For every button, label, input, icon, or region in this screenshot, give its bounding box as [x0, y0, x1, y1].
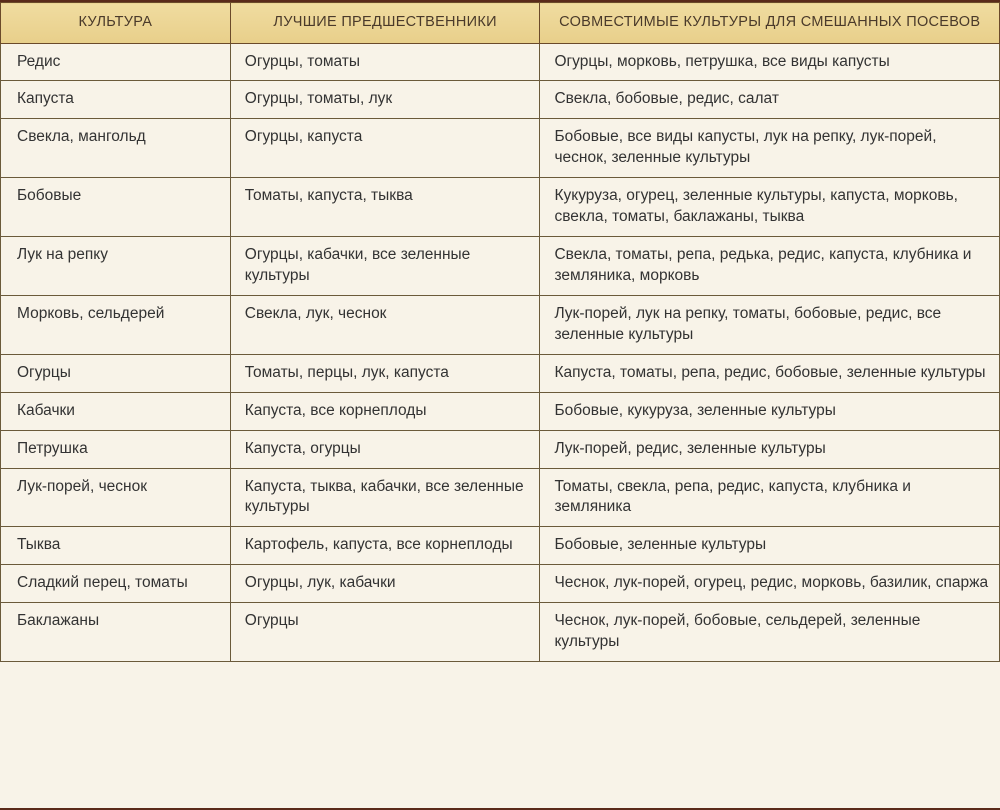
- table-row: Сладкий перец, томаты Огурцы, лук, кабач…: [1, 565, 1000, 603]
- cell-culture: Тыква: [1, 527, 231, 565]
- table-header: КУЛЬТУРА ЛУЧШИЕ ПРЕДШЕСТВЕННИКИ СОВМЕСТИ…: [1, 3, 1000, 44]
- cell-predecessors: Огурцы, кабачки, все зеленные культуры: [230, 237, 540, 296]
- cell-culture: Лук-порей, чеснок: [1, 468, 231, 527]
- cell-predecessors: Огурцы, томаты, лук: [230, 81, 540, 119]
- table-row: Лук-порей, чеснок Капуста, тыква, кабачк…: [1, 468, 1000, 527]
- cell-predecessors: Огурцы, лук, кабачки: [230, 565, 540, 603]
- cell-compatible: Чеснок, лук-порей, бобовые, сельдерей, з…: [540, 603, 1000, 662]
- cell-compatible: Капуста, томаты, репа, редис, бобовые, з…: [540, 354, 1000, 392]
- cell-predecessors: Капуста, огурцы: [230, 430, 540, 468]
- cell-predecessors: Томаты, перцы, лук, капуста: [230, 354, 540, 392]
- table-row: Огурцы Томаты, перцы, лук, капуста Капус…: [1, 354, 1000, 392]
- cell-predecessors: Томаты, капуста, тыква: [230, 178, 540, 237]
- cell-culture: Морковь, сельдерей: [1, 295, 231, 354]
- cell-predecessors: Капуста, все корнеплоды: [230, 392, 540, 430]
- col-header-compatible: СОВМЕСТИМЫЕ КУЛЬТУРЫ ДЛЯ СМЕШАННЫХ ПОСЕВ…: [540, 3, 1000, 44]
- col-header-predecessors: ЛУЧШИЕ ПРЕДШЕСТВЕННИКИ: [230, 3, 540, 44]
- cell-compatible: Бобовые, все виды капусты, лук на репку,…: [540, 119, 1000, 178]
- cell-predecessors: Огурцы, томаты: [230, 43, 540, 81]
- cell-culture: Лук на репку: [1, 237, 231, 296]
- table-row: Бобовые Томаты, капуста, тыква Кукуруза,…: [1, 178, 1000, 237]
- table-row: Баклажаны Огурцы Чеснок, лук-порей, бобо…: [1, 603, 1000, 662]
- cell-culture: Капуста: [1, 81, 231, 119]
- cell-predecessors: Капуста, тыква, кабачки, все зеленные ку…: [230, 468, 540, 527]
- cell-compatible: Томаты, свекла, репа, редис, капуста, кл…: [540, 468, 1000, 527]
- table-row: Свекла, мангольд Огурцы, капуста Бобовые…: [1, 119, 1000, 178]
- cell-compatible: Бобовые, зеленные культуры: [540, 527, 1000, 565]
- cell-culture: Огурцы: [1, 354, 231, 392]
- cell-compatible: Лук-порей, редис, зеленные культуры: [540, 430, 1000, 468]
- cell-predecessors: Огурцы, капуста: [230, 119, 540, 178]
- table-header-row: КУЛЬТУРА ЛУЧШИЕ ПРЕДШЕСТВЕННИКИ СОВМЕСТИ…: [1, 3, 1000, 44]
- cell-compatible: Бобовые, кукуруза, зеленные культуры: [540, 392, 1000, 430]
- cell-predecessors: Огурцы: [230, 603, 540, 662]
- cell-culture: Свекла, мангольд: [1, 119, 231, 178]
- table-row: Морковь, сельдерей Свекла, лук, чеснок Л…: [1, 295, 1000, 354]
- crop-rotation-table: КУЛЬТУРА ЛУЧШИЕ ПРЕДШЕСТВЕННИКИ СОВМЕСТИ…: [0, 2, 1000, 662]
- table-row: Петрушка Капуста, огурцы Лук-порей, реди…: [1, 430, 1000, 468]
- cell-predecessors: Картофель, капуста, все корнеплоды: [230, 527, 540, 565]
- cell-culture: Редис: [1, 43, 231, 81]
- cell-culture: Петрушка: [1, 430, 231, 468]
- table-row: Редис Огурцы, томаты Огурцы, морковь, пе…: [1, 43, 1000, 81]
- table-row: Лук на репку Огурцы, кабачки, все зеленн…: [1, 237, 1000, 296]
- cell-compatible: Лук-порей, лук на репку, томаты, бобовые…: [540, 295, 1000, 354]
- cell-predecessors: Свекла, лук, чеснок: [230, 295, 540, 354]
- cell-culture: Баклажаны: [1, 603, 231, 662]
- cell-compatible: Свекла, томаты, репа, редька, редис, кап…: [540, 237, 1000, 296]
- table-row: Капуста Огурцы, томаты, лук Свекла, бобо…: [1, 81, 1000, 119]
- table-body: Редис Огурцы, томаты Огурцы, морковь, пе…: [1, 43, 1000, 662]
- cell-culture: Кабачки: [1, 392, 231, 430]
- col-header-culture: КУЛЬТУРА: [1, 3, 231, 44]
- cell-compatible: Свекла, бобовые, редис, салат: [540, 81, 1000, 119]
- table-row: Тыква Картофель, капуста, все корнеплоды…: [1, 527, 1000, 565]
- cell-compatible: Кукуруза, огурец, зеленные культуры, кап…: [540, 178, 1000, 237]
- cell-compatible: Огурцы, морковь, петрушка, все виды капу…: [540, 43, 1000, 81]
- page-container: КУЛЬТУРА ЛУЧШИЕ ПРЕДШЕСТВЕННИКИ СОВМЕСТИ…: [0, 0, 1000, 810]
- cell-culture: Бобовые: [1, 178, 231, 237]
- table-row: Кабачки Капуста, все корнеплоды Бобовые,…: [1, 392, 1000, 430]
- cell-culture: Сладкий перец, томаты: [1, 565, 231, 603]
- cell-compatible: Чеснок, лук-порей, огурец, редис, морков…: [540, 565, 1000, 603]
